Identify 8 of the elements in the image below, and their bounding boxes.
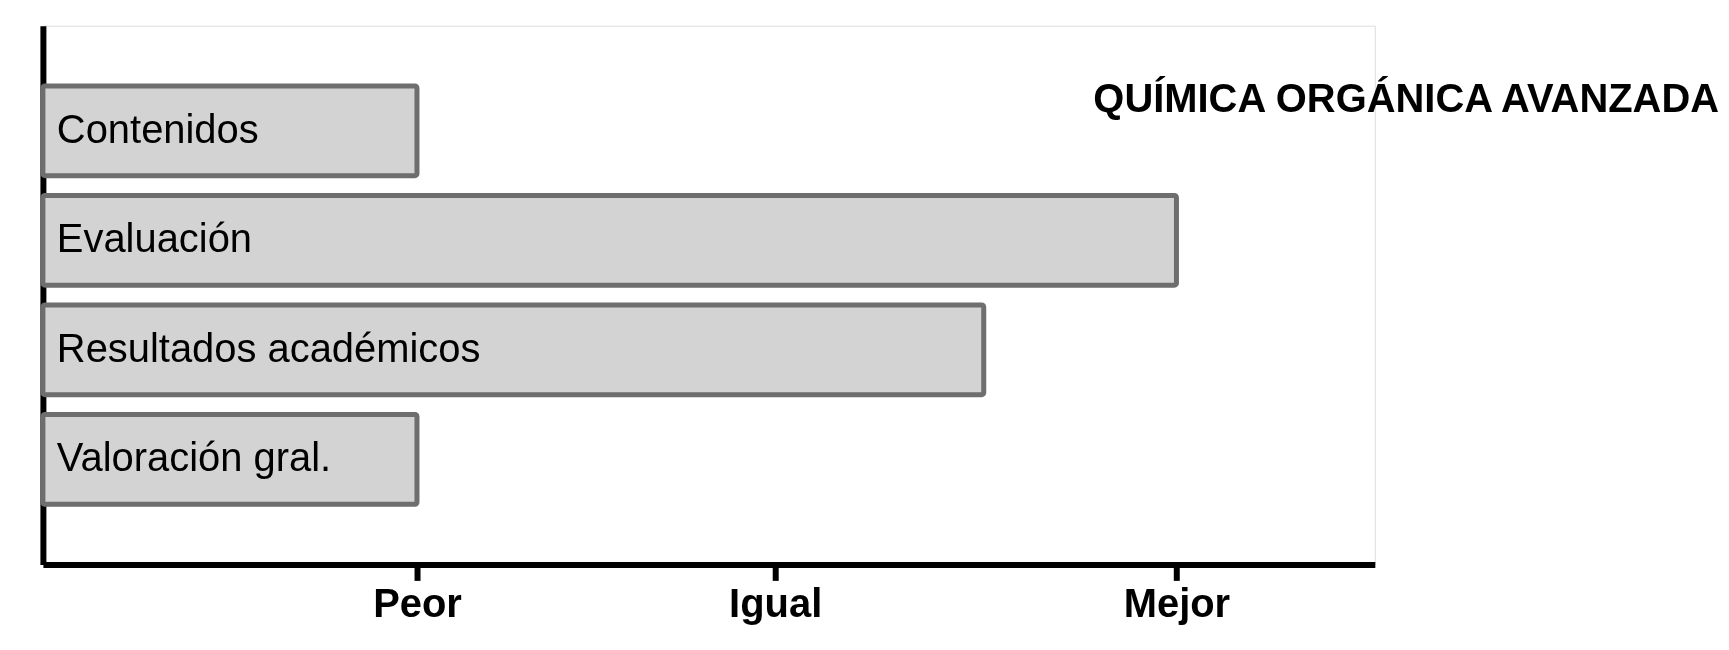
y-tick-label: Evaluación [56,216,253,261]
text: QUÍMICA ORGÁNICA AVANZADA [1093,76,1720,121]
text: Igual [729,580,823,625]
y-tick-label: Contenidos [56,106,259,151]
y-tick-label: Resultados académicos [56,325,481,370]
text: Peor [373,580,462,625]
text: Mejor [1123,580,1231,625]
y-tick-label: Valoración gral. [56,435,332,480]
